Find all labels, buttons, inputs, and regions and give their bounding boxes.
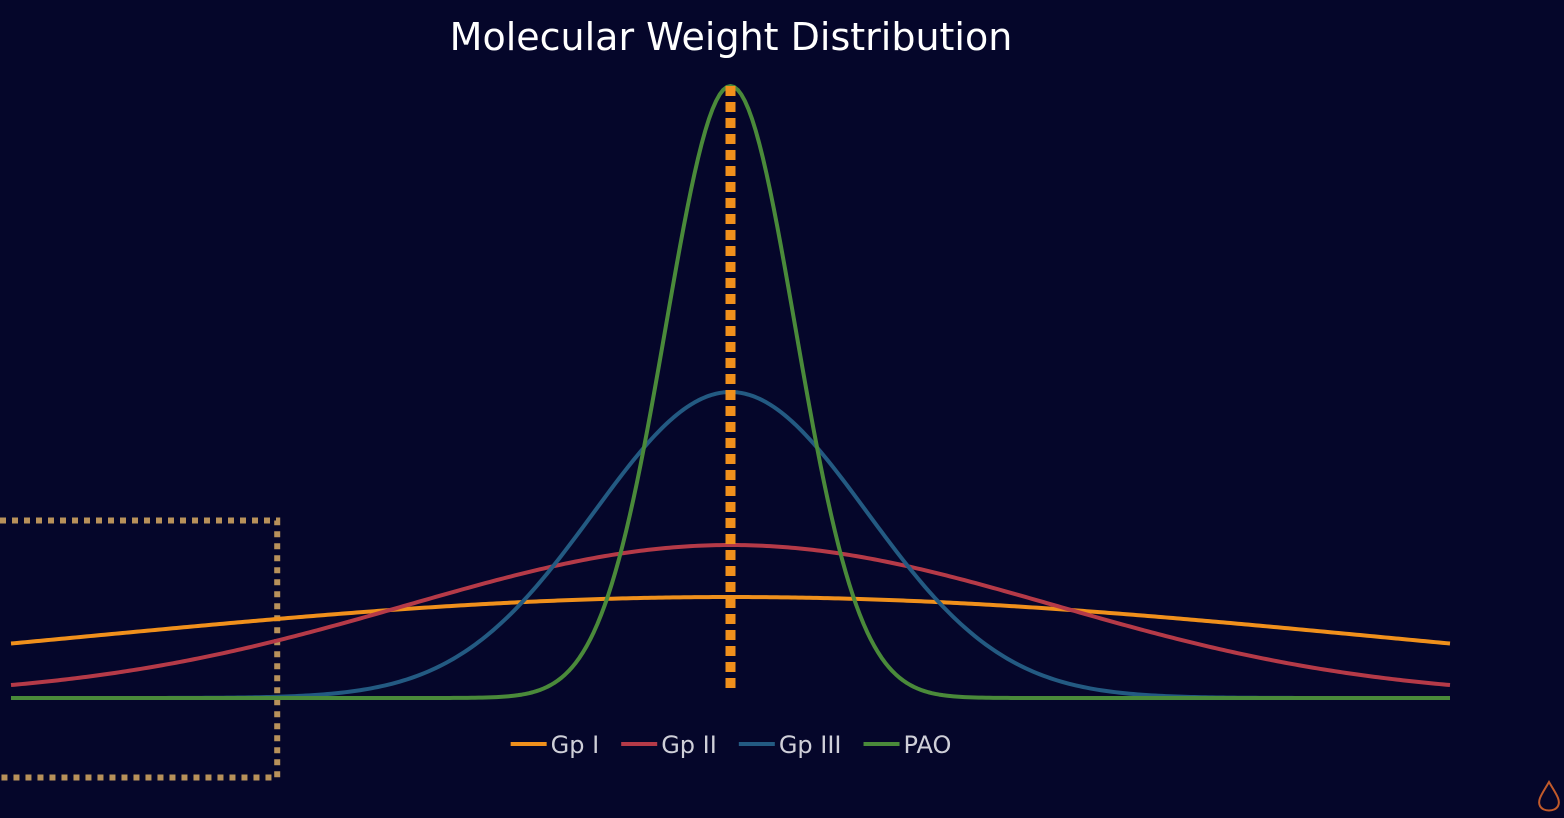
legend-label: Gp III	[779, 731, 842, 759]
legend-label: PAO	[904, 731, 952, 759]
series-line-gp-i	[10, 595, 1451, 646]
legend-label: Gp I	[551, 731, 600, 759]
highlight-region-layer	[0, 517, 281, 781]
chart-title: Molecular Weight Distribution	[450, 15, 1013, 59]
series-line-gp-ii	[10, 543, 1451, 688]
oil-drop-icon	[1538, 780, 1560, 812]
legend-label: Gp II	[661, 731, 717, 759]
legend: Gp I Gp II Gp III PAO	[510, 731, 952, 759]
highlight-region-box	[0, 517, 281, 781]
